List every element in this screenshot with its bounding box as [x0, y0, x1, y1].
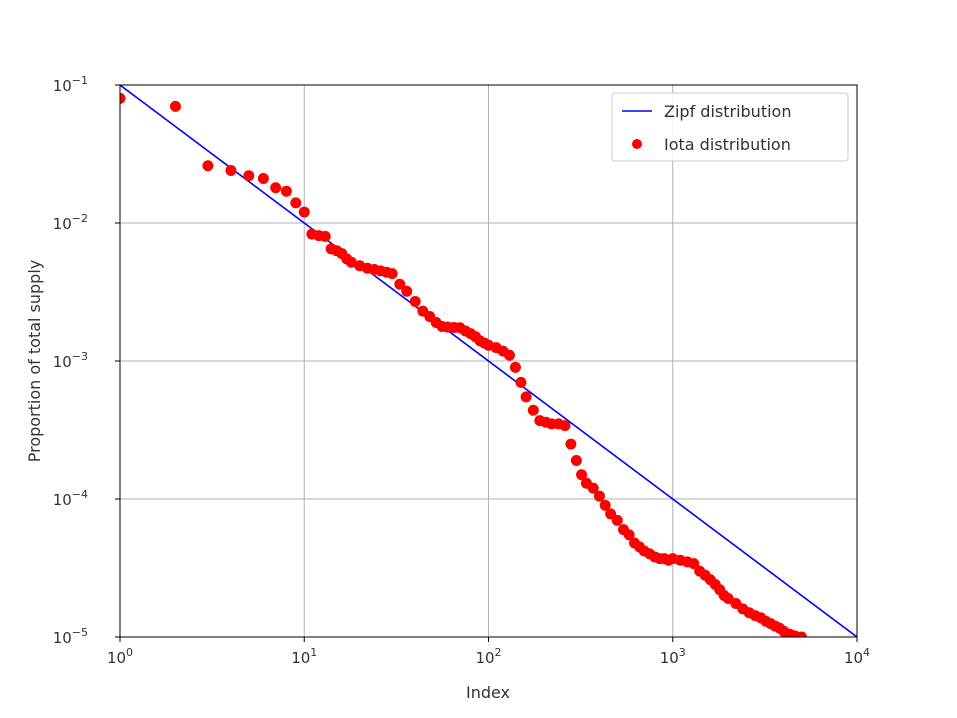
- y-tick-label: 10−4: [53, 488, 88, 509]
- x-axis-ticks: 100 101 102 103 104: [107, 637, 870, 667]
- legend-zipf-label: Zipf distribution: [664, 102, 791, 121]
- iota-point: [257, 173, 269, 185]
- iota-point: [565, 438, 577, 450]
- iota-point: [503, 349, 515, 361]
- iota-point: [225, 165, 237, 177]
- x-tick-label: 101: [291, 646, 317, 667]
- x-tick-label: 100: [107, 646, 133, 667]
- iota-point: [576, 469, 588, 481]
- y-axis-ticks: 10−5 10−4 10−3 10−2 10−1: [53, 74, 120, 647]
- iota-point: [599, 499, 611, 511]
- series-group: [120, 85, 857, 637]
- iota-point: [570, 455, 582, 467]
- iota-point: [202, 160, 214, 172]
- legend: Zipf distribution Iota distribution: [611, 92, 849, 162]
- iota-point: [319, 230, 331, 242]
- iota-point: [796, 631, 808, 637]
- iota-point: [120, 92, 126, 104]
- x-tick-label: 102: [475, 646, 501, 667]
- iota-point: [688, 558, 700, 570]
- iota-point: [509, 361, 521, 373]
- zipf-line: [120, 85, 857, 637]
- iota-point: [345, 256, 357, 268]
- y-axis-label: Proportion of total supply: [25, 260, 44, 463]
- iota-point: [243, 170, 255, 182]
- iota-point: [611, 514, 623, 526]
- x-tick-label: 103: [660, 646, 686, 667]
- x-tick-label: 104: [844, 646, 870, 667]
- y-tick-label: 10−2: [53, 212, 88, 233]
- iota-point: [280, 185, 292, 197]
- iota-point: [559, 420, 571, 432]
- x-axis-label: Index: [466, 683, 510, 702]
- iota-point: [587, 482, 599, 494]
- iota-point: [401, 285, 413, 297]
- iota-point: [394, 278, 406, 290]
- legend-box: [611, 92, 849, 162]
- y-tick-label: 10−1: [53, 74, 88, 95]
- iota-point: [593, 490, 605, 502]
- iota-point: [527, 404, 539, 416]
- plot-series: [120, 85, 857, 637]
- iota-point: [623, 529, 635, 541]
- iota-point: [409, 295, 421, 307]
- y-tick-label: 10−3: [53, 350, 88, 371]
- iota-point: [386, 268, 398, 280]
- iota-point: [520, 391, 532, 403]
- legend-iota-swatch: [632, 139, 642, 149]
- iota-point: [515, 376, 527, 388]
- iota-point: [270, 182, 282, 194]
- iota-point: [290, 197, 302, 209]
- y-tick-label: 10−5: [53, 626, 88, 647]
- legend-iota-label: Iota distribution: [664, 135, 791, 154]
- iota-point: [298, 206, 310, 218]
- iota-point: [169, 100, 181, 112]
